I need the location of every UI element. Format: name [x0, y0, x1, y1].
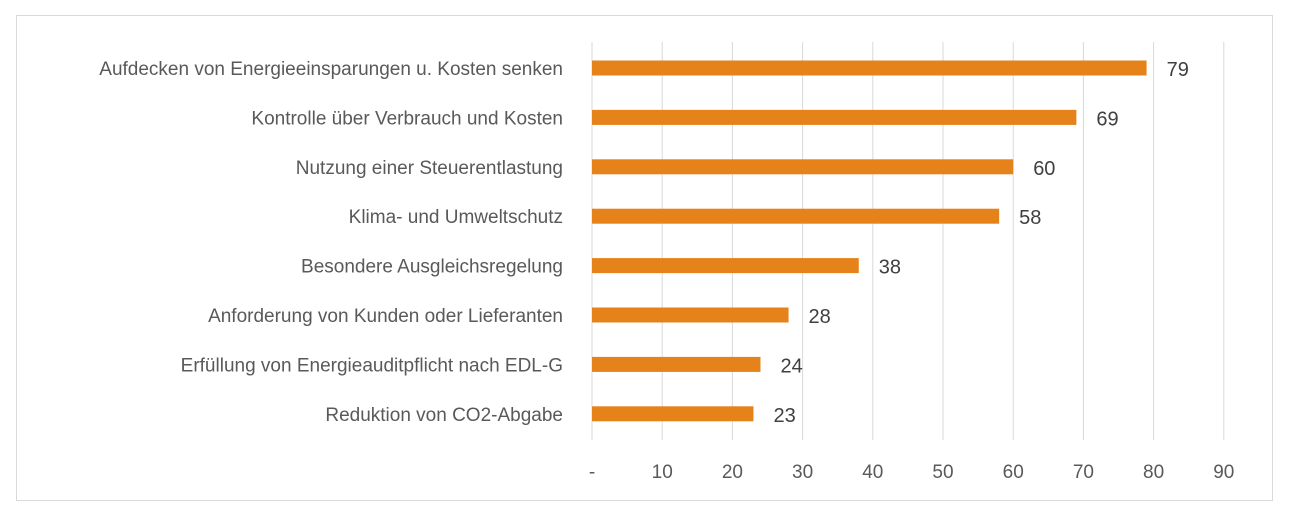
data-label: 23 — [773, 405, 795, 427]
x-tick-label: 40 — [862, 462, 883, 483]
x-tick-label: 30 — [792, 462, 813, 483]
category-label: Besondere Ausgleichsregelung — [301, 257, 563, 278]
bar — [592, 258, 859, 274]
bar — [592, 356, 761, 372]
data-label: 79 — [1167, 59, 1189, 81]
data-label: 24 — [780, 355, 802, 377]
bar — [592, 60, 1147, 76]
data-label: 28 — [809, 306, 831, 328]
bar — [592, 159, 1014, 175]
category-label: Kontrolle über Verbrauch und Kosten — [251, 108, 563, 129]
bar — [592, 307, 789, 323]
x-tick-label: 90 — [1213, 462, 1234, 483]
x-tick-label: 20 — [722, 462, 743, 483]
x-tick-label: 80 — [1143, 462, 1164, 483]
category-label: Aufdecken von Energieeinsparungen u. Kos… — [99, 59, 563, 80]
category-label: Reduktion von CO2-Abgabe — [325, 405, 563, 426]
data-label: 60 — [1033, 158, 1055, 180]
x-tick-label: 60 — [1003, 462, 1024, 483]
chart-frame — [16, 15, 1273, 501]
bar — [592, 406, 754, 422]
category-label: Erfüllung von Energieauditpflicht nach E… — [181, 355, 563, 376]
data-label: 69 — [1096, 108, 1118, 130]
x-tick-label: - — [589, 462, 595, 483]
bar — [592, 109, 1077, 125]
bar — [592, 208, 1000, 224]
x-tick-label: 70 — [1073, 462, 1094, 483]
category-label: Klima- und Umweltschutz — [349, 207, 563, 228]
category-label: Anforderung von Kunden oder Lieferanten — [208, 306, 563, 327]
category-label: Nutzung einer Steuerentlastung — [296, 158, 563, 179]
data-label: 38 — [879, 257, 901, 279]
data-label: 58 — [1019, 207, 1041, 229]
x-tick-label: 10 — [652, 462, 673, 483]
x-tick-label: 50 — [932, 462, 953, 483]
